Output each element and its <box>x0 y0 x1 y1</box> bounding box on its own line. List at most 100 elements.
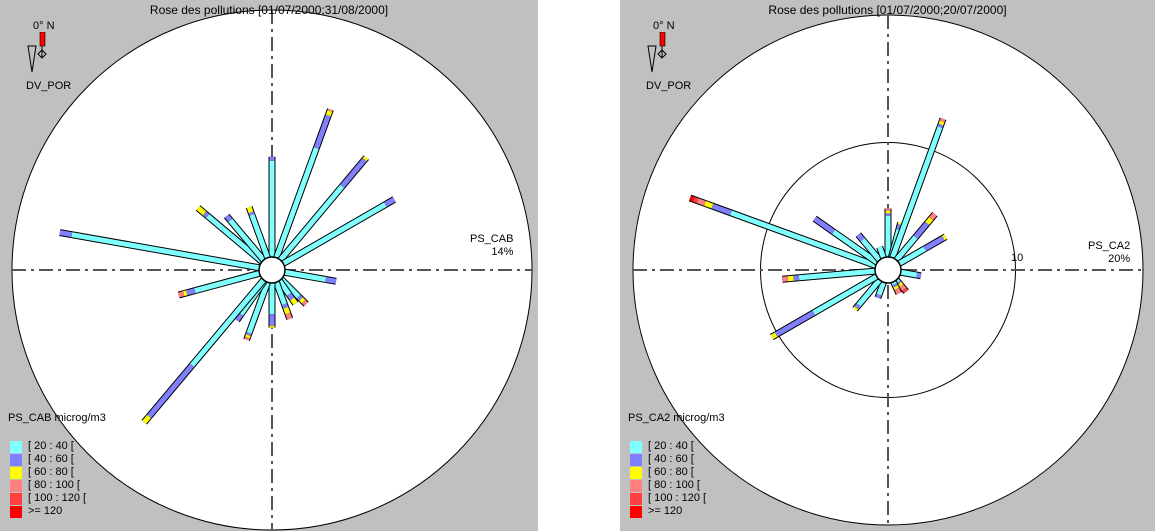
bar-segment <box>812 274 878 316</box>
legend-label: [ 80 : 100 [ <box>648 479 700 491</box>
bar-segment <box>875 293 882 299</box>
bar-dir-240 <box>770 273 879 341</box>
north-label: 0° N <box>653 20 675 32</box>
bar-segment <box>340 158 367 188</box>
bar-dir-340 <box>876 245 887 259</box>
bar-segment <box>142 414 151 424</box>
bar-dir-155 <box>890 280 903 295</box>
bar-segment <box>730 210 877 268</box>
bar-dir-40 <box>277 155 369 263</box>
bar-segment <box>284 269 327 282</box>
bar-segment <box>384 197 396 207</box>
bar-segment <box>147 363 194 419</box>
bar-segment <box>327 108 333 112</box>
legend-swatch <box>10 493 22 505</box>
bar-segment <box>877 246 886 259</box>
bar-dir-200 <box>874 281 887 299</box>
bar-segment <box>890 126 943 259</box>
bar-segment <box>228 218 266 262</box>
bar-segment <box>900 269 918 278</box>
legend: [ 20 : 40 [[ 40 : 60 [[ 60 : 80 [[ 80 : … <box>10 440 130 530</box>
bar-segment <box>59 230 73 238</box>
bar-segment <box>692 196 699 204</box>
bar-segment <box>325 110 333 117</box>
bar-segment <box>897 281 904 288</box>
bar-segment <box>277 279 292 296</box>
pollutant-name: PS_CA2 <box>1088 240 1131 252</box>
north-arrow-icon <box>647 32 667 73</box>
bar-dir-280 <box>59 229 260 272</box>
bar-segment <box>206 214 264 264</box>
bar-segment <box>245 334 251 339</box>
polar-plot-2 <box>632 14 1144 526</box>
legend-label: [ 80 : 100 [ <box>28 479 80 491</box>
pollutant-max-label: PS_CAB 14% <box>470 233 513 259</box>
legend-swatch <box>10 441 22 453</box>
legend-label: [ 20 : 40 [ <box>648 440 694 452</box>
bar-segment <box>898 246 927 266</box>
legend-label: >= 120 <box>648 505 683 517</box>
bar-dir-220 <box>852 277 883 312</box>
bar-segment <box>282 202 387 266</box>
pollutant-max-label: PS_CA2 20% <box>1088 240 1130 266</box>
legend-title: PS_CA2 microg/m3 <box>628 412 725 424</box>
bar-segment <box>929 212 937 221</box>
legend-title: PS_CAB microg/m3 <box>8 412 106 424</box>
center-circle <box>874 256 902 284</box>
bar-segment <box>71 232 260 271</box>
bar-segment <box>798 268 876 281</box>
bar-segment <box>283 307 291 315</box>
bar-segment <box>244 336 250 341</box>
chart-title: Rose des pollutions [01/07/2000;20/07/20… <box>768 3 1007 17</box>
legend-label: [ 60 : 80 [ <box>28 466 74 478</box>
bar-dir-60 <box>897 233 948 267</box>
legend-swatch <box>10 480 22 492</box>
bar-segment <box>925 217 933 225</box>
legend-swatch <box>10 454 22 466</box>
bar-segment <box>860 238 882 262</box>
legend-label: >= 120 <box>28 505 63 517</box>
legend-label: [ 40 : 60 [ <box>648 453 694 465</box>
bar-segment <box>942 234 947 241</box>
bar-segment <box>856 278 882 307</box>
bar-segment <box>937 123 944 128</box>
bar-segment <box>282 303 289 309</box>
polar-plot-1 <box>11 9 533 531</box>
bar-segment <box>696 198 706 206</box>
center-circle <box>258 256 286 284</box>
bar-segment <box>290 297 298 305</box>
bar-dir-40 <box>893 211 938 263</box>
bar-segment <box>178 291 185 298</box>
legend: [ 20 : 40 [[ 40 : 60 [[ 60 : 80 [[ 80 : … <box>630 440 750 530</box>
bar-segment <box>894 235 918 262</box>
legend-swatch <box>630 441 642 453</box>
bar-segment <box>299 297 306 304</box>
bar-segment <box>938 120 945 126</box>
bar-dir-200 <box>243 281 271 342</box>
north-compass: 0° N DV_POR <box>16 20 96 95</box>
north-arrow-icon <box>27 32 47 73</box>
bar-dir-100 <box>900 268 922 280</box>
bar-segment <box>894 287 902 295</box>
radial-max-percent: 14% <box>491 246 514 258</box>
bar-segment <box>325 277 337 284</box>
bar-segment <box>704 201 714 209</box>
bar-dir-320 <box>855 232 883 263</box>
bar-segment <box>278 184 345 262</box>
bar-dir-340 <box>245 205 271 259</box>
bar-dir-145 <box>276 278 299 306</box>
bar-segment <box>770 332 778 340</box>
bar-segment <box>182 290 188 297</box>
bar-segment <box>913 221 930 239</box>
bar-dir-220 <box>141 277 267 425</box>
chart-title: Rose des pollutions [01/07/2000;31/08/20… <box>149 3 389 17</box>
bar-segment <box>896 280 902 286</box>
bar-segment <box>916 272 922 279</box>
north-compass: 0° N DV_POR <box>636 20 716 95</box>
bar-segment <box>194 270 261 294</box>
bar-segment <box>711 203 732 216</box>
legend-swatch <box>10 467 22 479</box>
bar-segment <box>274 281 287 306</box>
bar-segment <box>246 206 254 214</box>
bar-segment <box>813 216 835 234</box>
